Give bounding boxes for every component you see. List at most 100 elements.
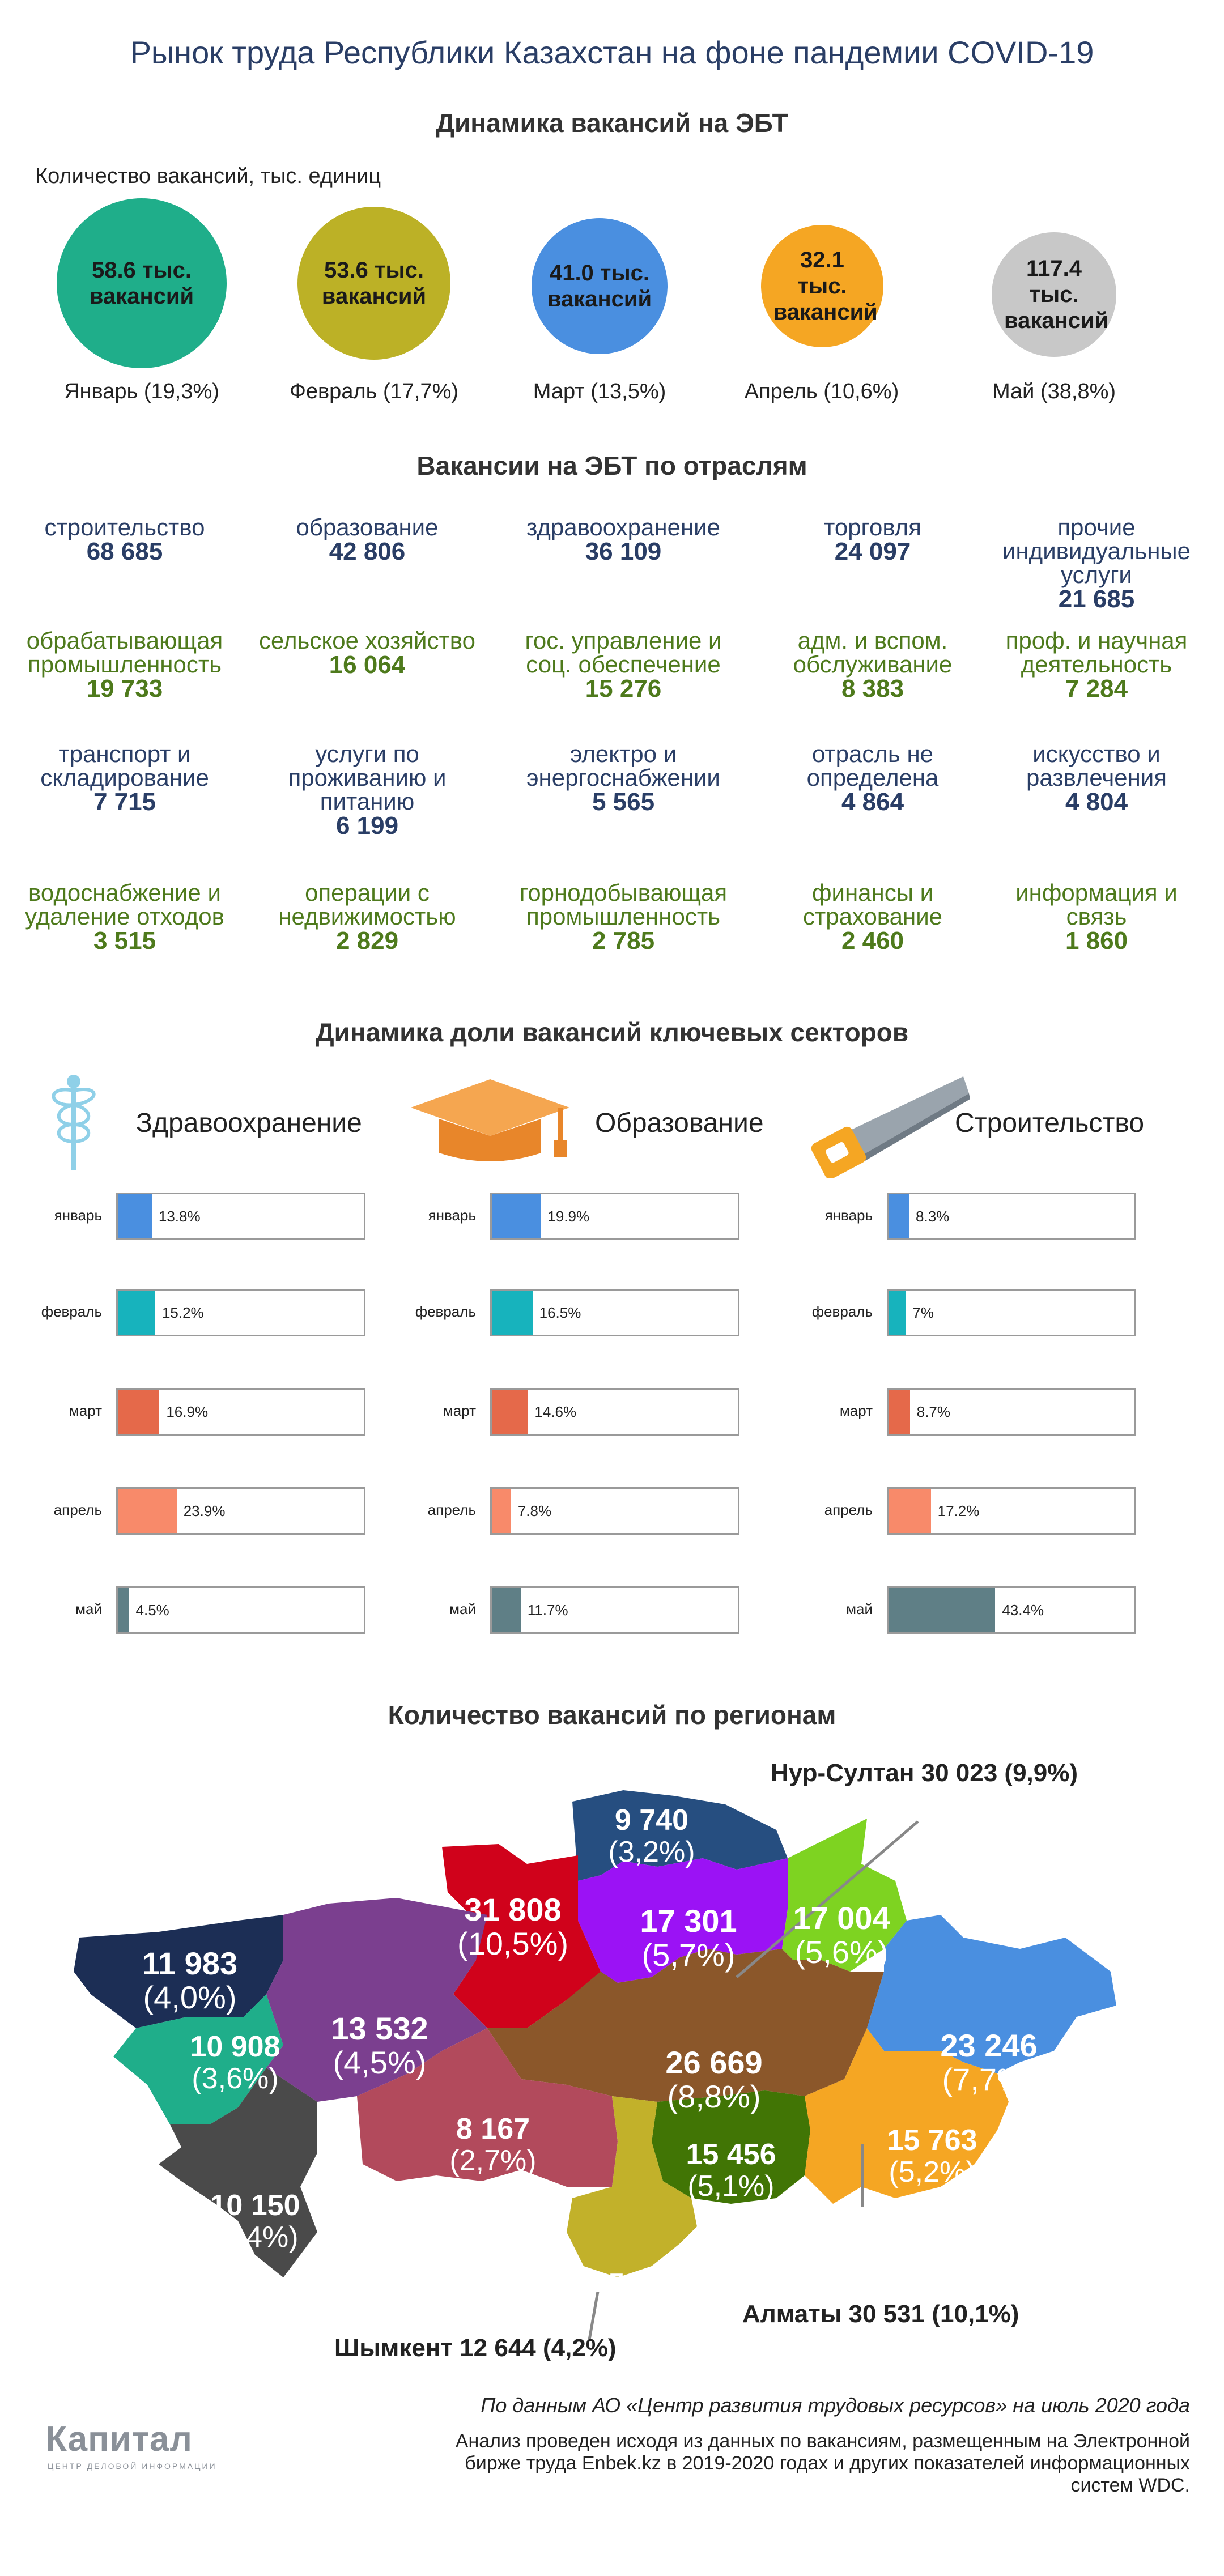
regions-heading: Количество вакансий по регионам (388, 1700, 836, 1730)
industry-value: 2 829 (335, 927, 399, 955)
share-bar: 7% (887, 1289, 1136, 1336)
industry-name: операции с недвижимостью (278, 879, 456, 930)
sector-name-health: Здравоохранение (136, 1108, 362, 1138)
region-share: (10,5%) (457, 1926, 568, 1961)
industry-value: 36 109 (585, 538, 662, 565)
month-label: февраль (415, 1303, 476, 1320)
industry-item: электро и энергоснабжении 5 565 (510, 742, 737, 815)
share-bar: 8.7% (887, 1388, 1136, 1436)
industry-item: обрабатывающая промышленность 19 733 (11, 629, 238, 701)
month-label: январь (428, 1207, 476, 1224)
month-label: май (75, 1600, 102, 1617)
industry-value: 5 565 (592, 788, 655, 816)
industry-value: 2 460 (841, 927, 904, 955)
share-bar-fill (492, 1194, 541, 1238)
region-east-kaz (867, 1915, 1116, 2073)
month-label: март (443, 1402, 476, 1419)
region-value: 17 301 (640, 1903, 737, 1939)
nur-sultan-callout: Нур-Султан 30 023 (9,9%) (771, 1759, 1078, 1787)
circle-label: Февраль (17,7%) (289, 380, 459, 403)
region-share: (7,7%) (942, 2062, 1036, 2097)
month-label: январь (824, 1207, 873, 1224)
share-bar-value: 13.8% (158, 1207, 201, 1225)
region-value: 11 983 (142, 1945, 237, 1981)
share-bar-fill (118, 1390, 160, 1434)
region-share: (4,0%) (143, 1979, 237, 2015)
circle-label: Март (13,5%) (533, 380, 666, 403)
share-bar: 17.2% (887, 1487, 1136, 1535)
nur-sultan-pointer (736, 1820, 919, 1978)
region-kyzylorda (357, 2028, 618, 2187)
industry-item: водоснабжение и удаление отходов 3 515 (11, 881, 238, 953)
month-label: май (846, 1600, 873, 1617)
vacancy-dynamics-heading: Динамика вакансий на ЭБТ (436, 108, 788, 138)
share-bar-value: 23.9% (183, 1502, 226, 1519)
kapital-logo: Капитал (45, 2420, 193, 2459)
industry-name: прочие индивидуальные услуги (1002, 514, 1191, 588)
caduceus-icon (52, 1075, 96, 1170)
month-label: февраль (41, 1303, 102, 1320)
region-value: 31 808 (464, 1892, 561, 1927)
region-akmola (578, 1858, 788, 1983)
circle-label: Апрель (10,6%) (744, 380, 899, 403)
region-pavlodar (782, 1819, 907, 1972)
share-bar: 7.8% (490, 1487, 740, 1535)
region-share: (3,4%) (211, 2221, 298, 2254)
industry-name: финансы и страхование (802, 879, 943, 930)
shymkent-pointer (588, 2291, 600, 2340)
industry-value: 68 685 (86, 538, 163, 565)
industry-name: строительство (44, 514, 205, 540)
circle-value: 117.4 тыс. вакансий (1004, 256, 1109, 333)
region-turkestan (567, 2096, 697, 2277)
circle-april: 32.1 тыс. вакансий (761, 225, 883, 347)
circle-may: 117.4 тыс. вакансий (992, 232, 1116, 357)
month-label: апрель (427, 1501, 476, 1518)
share-bar-fill (118, 1194, 152, 1238)
key-sectors-heading: Динамика доли вакансий ключевых секторов (315, 1017, 909, 1047)
circle-february: 53.6 тыс. вакансий (298, 207, 450, 360)
industry-value: 19 733 (86, 675, 163, 702)
industry-name: водоснабжение и удаление отходов (25, 879, 224, 930)
shymkent-callout: Шымкент 12 644 (4,2%) (334, 2334, 617, 2362)
share-bar-value: 7% (912, 1304, 934, 1321)
industry-value: 6 199 (335, 812, 399, 840)
analysis-note: Анализ проведен исходя из данных по вака… (455, 2430, 1190, 2497)
industry-name: адм. и вспом. обслуживание (793, 627, 953, 678)
region-share: (5,2%) (889, 2156, 975, 2188)
industry-name: искусство и развлечения (1026, 740, 1167, 791)
circle-value: 32.1 тыс. вакансий (773, 248, 878, 325)
industry-item: горнодобывающая промышленность 2 785 (510, 881, 737, 953)
industry-name: гос. управление и соц. обеспечение (525, 627, 722, 678)
industry-value: 1 860 (1065, 927, 1128, 955)
industry-value: 24 097 (834, 538, 911, 565)
kapital-logo-subtitle: ЦЕНТР ДЕЛОВОЙ ИНФОРМАЦИИ (48, 2462, 217, 2471)
region-value: 26 669 (665, 2045, 762, 2080)
month-label: март (839, 1402, 873, 1419)
industry-value: 2 785 (592, 927, 655, 955)
share-bar-value: 15.2% (162, 1304, 204, 1321)
region-value: 17 793 (595, 2268, 675, 2297)
industry-value: 42 806 (329, 538, 406, 565)
region-value: 8 167 (456, 2113, 530, 2145)
industry-item: проф. и научная деятельность 7 284 (983, 629, 1210, 701)
industry-item: гос. управление и соц. обеспечение 15 276 (510, 629, 737, 701)
share-bar-value: 11.7% (527, 1601, 568, 1619)
source-note: По данным АО «Центр развития трудовых ре… (481, 2394, 1190, 2417)
region-share: (8,8%) (668, 2079, 761, 2114)
industry-value: 16 064 (329, 651, 406, 679)
industry-name: услуги по проживанию и питанию (288, 740, 447, 815)
share-bar-fill (118, 1291, 155, 1335)
circle-value: 58.6 тыс. вакансий (89, 258, 194, 309)
industry-item: адм. и вспом. обслуживание 8 383 (759, 629, 986, 701)
industry-item: торговля 24 097 (759, 516, 986, 564)
region-value: 15 456 (686, 2138, 776, 2171)
circle-label: Май (38,8%) (992, 380, 1116, 403)
share-bar-value: 8.3% (916, 1207, 950, 1225)
industry-value: 7 284 (1065, 675, 1128, 702)
region-value: 17 004 (793, 1900, 890, 1936)
region-north-kaz (572, 1790, 788, 1881)
share-bar: 43.4% (887, 1586, 1136, 1634)
share-bar-value: 8.7% (916, 1403, 951, 1420)
circle-january: 58.6 тыс. вакансий (57, 198, 227, 368)
industry-item: сельское хозяйство 16 064 (254, 629, 481, 678)
